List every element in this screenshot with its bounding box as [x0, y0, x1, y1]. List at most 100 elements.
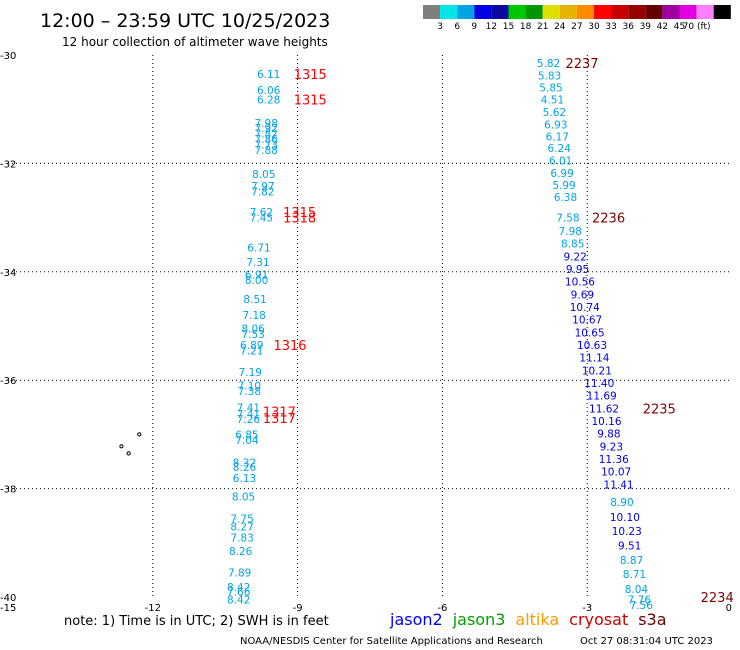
- x-tick-label: -9: [293, 603, 303, 614]
- wave-height-value: 8.42: [227, 582, 250, 594]
- wave-height-value: 7.18: [242, 310, 265, 322]
- wave-height-value: 8.32: [233, 458, 256, 470]
- color-swatch: [679, 5, 697, 19]
- footer: note: 1) Time is in UTC; 2) SWH is in fe…: [64, 610, 713, 647]
- wave-height-value: 7.83: [230, 532, 253, 544]
- wave-height-value: 6.01: [549, 156, 572, 168]
- wave-height-value: 7.38: [238, 386, 261, 398]
- color-scale-label: 30: [588, 22, 600, 32]
- wave-height-value: 11.14: [579, 352, 609, 364]
- y-tick-label: -38: [0, 485, 16, 496]
- wave-height-value: 10.56: [565, 277, 595, 289]
- wave-height-value: 4.51: [541, 94, 564, 106]
- wave-height-value: 6.13: [233, 473, 256, 485]
- color-swatch: [491, 5, 509, 19]
- wave-height-value: 8.26: [229, 546, 253, 558]
- wave-height-value: 11.41: [604, 479, 634, 491]
- x-tick-label: -3: [582, 603, 592, 614]
- wave-height-value: 7.98: [559, 226, 582, 238]
- wave-height-value: 8.05: [252, 169, 275, 181]
- time-label: 1316: [273, 339, 306, 354]
- color-scale-label: 42: [657, 22, 668, 32]
- wave-height-value: 11.40: [584, 378, 614, 390]
- wave-height-value: 6.85: [235, 429, 258, 441]
- island-marker: [119, 444, 124, 449]
- x-tick-label: -12: [145, 603, 161, 614]
- wave-height-value: 9.51: [618, 541, 641, 553]
- color-scale-label: 3: [437, 22, 443, 32]
- wave-height-value: 7.10: [238, 381, 261, 393]
- time-label: 2236: [592, 212, 625, 227]
- wave-height-value: 7.76: [628, 595, 652, 607]
- wave-height-value: 6.28: [257, 94, 280, 106]
- wave-height-value: 6.38: [554, 192, 577, 204]
- y-tick-label: -40: [0, 593, 16, 604]
- wave-height-value: 7.88: [255, 145, 278, 157]
- wave-height-value: 7.98: [255, 118, 278, 130]
- color-scale-label: 36: [622, 22, 634, 32]
- wave-height-value: 5.62: [543, 107, 566, 119]
- color-scale-label: 24: [554, 22, 566, 32]
- color-swatch: [508, 5, 526, 19]
- wave-height-value: 5.83: [538, 71, 561, 83]
- credit-text: NOAA/NESDIS Center for Satellite Applica…: [240, 636, 543, 647]
- wave-height-value: 7.19: [239, 367, 262, 379]
- y-tick-label: -36: [0, 376, 16, 387]
- plot-area: -30-32-34-36-38-40-15 -12 -9 -6 -3 06.116.066…: [0, 51, 734, 614]
- wave-height-value: 7.62: [250, 207, 273, 219]
- wave-height-value: 6.24: [548, 143, 572, 155]
- wave-height-value: 11.69: [587, 390, 617, 402]
- color-swatch: [559, 5, 577, 19]
- wave-height-value: 7.92: [255, 123, 278, 135]
- wave-height-value: 7.21: [240, 345, 263, 357]
- timestamp-text: Oct 27 08:31:04 UTC 2023: [580, 636, 713, 647]
- wave-height-value: 11.36: [599, 454, 629, 466]
- wave-height-value: 10.65: [575, 328, 605, 340]
- time-label: 1317: [263, 412, 296, 427]
- color-scale-label: 21: [537, 22, 548, 32]
- color-swatch: [542, 5, 560, 19]
- chart-title: 12:00 – 23:59 UTC 10/25/2023: [40, 10, 330, 32]
- color-scale-label: 6: [454, 22, 460, 32]
- wave-height-value: 7.66: [227, 587, 251, 599]
- wave-height-value: 11.62: [589, 403, 619, 415]
- wave-height-value: 8.27: [230, 522, 253, 534]
- wave-height-value: 7.41: [237, 409, 260, 421]
- color-swatch: [423, 5, 441, 19]
- y-tick-label: -30: [0, 51, 16, 62]
- wave-height-value: 9.69: [571, 290, 594, 302]
- wave-height-value: 7.89: [228, 568, 251, 580]
- wave-height-value: 7.73: [255, 139, 278, 151]
- satellite-legend-jason2: jason2: [389, 610, 443, 629]
- wave-height-value: 10.07: [601, 466, 631, 478]
- color-scale-label: 45: [674, 22, 685, 32]
- wave-height-value: 9.95: [566, 264, 589, 276]
- wave-height-value: 8.42: [227, 595, 250, 607]
- x-tick-label: -6: [437, 603, 447, 614]
- wave-height-value: 6.93: [544, 119, 567, 131]
- color-scale-label: 18: [520, 22, 532, 32]
- color-swatch: [611, 5, 629, 19]
- time-label: 1318: [283, 212, 316, 227]
- wave-height-value: 8.90: [610, 497, 633, 509]
- satellite-legend-jason3: jason3: [452, 610, 506, 629]
- color-swatch: [440, 5, 458, 19]
- color-swatch: [662, 5, 680, 19]
- wave-height-value: 6.99: [550, 168, 573, 180]
- wave-height-value: 7.04: [235, 435, 259, 447]
- time-label: 1315: [294, 68, 327, 83]
- wave-height-value: 6.11: [257, 69, 280, 81]
- color-scale-label: 12: [486, 22, 497, 32]
- color-swatch: [594, 5, 612, 19]
- wave-height-value: 7.58: [556, 213, 579, 225]
- time-label: 1315: [294, 93, 327, 108]
- time-label: 1317: [263, 406, 296, 421]
- wave-height-value: 8.06: [241, 324, 265, 336]
- wave-height-value: 7.53: [241, 329, 264, 341]
- y-tick-label: -34: [0, 268, 16, 279]
- satellite-legend-s3a: s3a: [638, 610, 666, 629]
- wave-height-value: 8.87: [620, 555, 643, 567]
- time-label: 2234: [701, 591, 734, 606]
- wave-height-value: 6.17: [546, 131, 569, 143]
